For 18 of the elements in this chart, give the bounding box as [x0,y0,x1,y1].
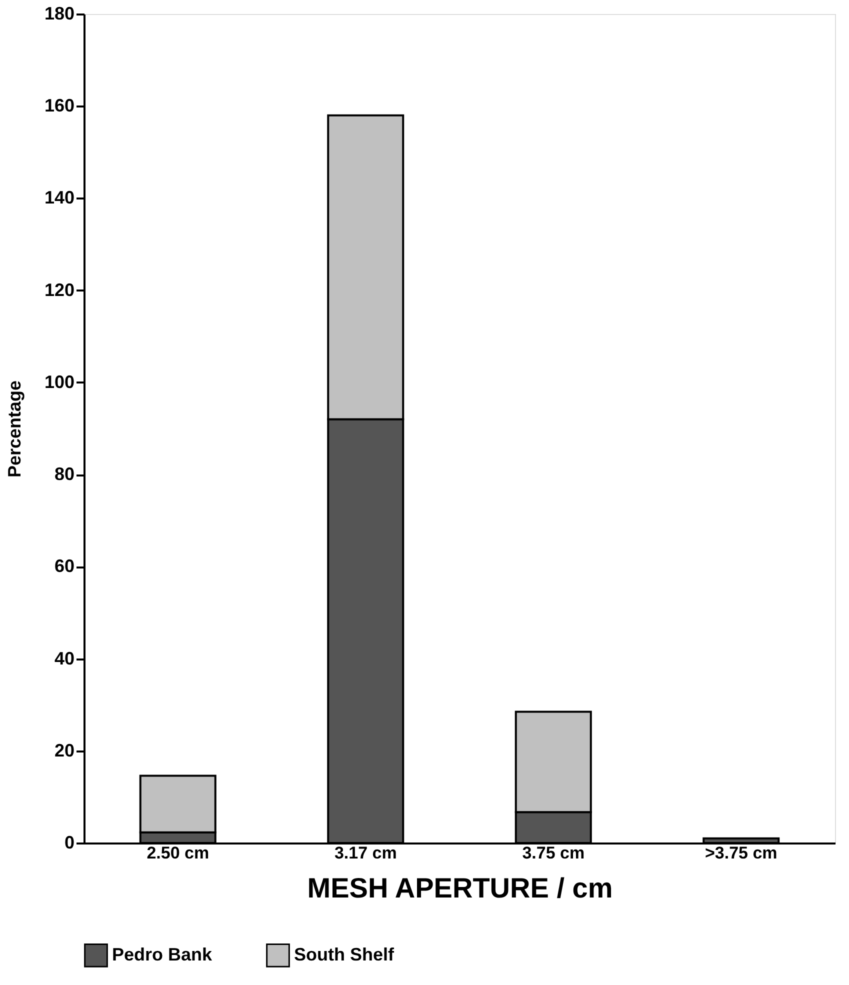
x-tick-label: 3.17 cm [334,844,397,862]
y-tick-label: 180 [44,4,74,24]
y-tick-label: 0 [64,832,74,852]
y-tick-label: 140 [44,188,74,208]
x-axis-title: MESH APERTURE / cm [307,872,613,904]
y-tick-label: 40 [54,648,74,668]
y-tick-label: 160 [44,96,74,116]
legend-label: South Shelf [294,944,395,964]
x-tick-label: >3.75 cm [704,844,778,862]
y-tick-label: 80 [54,464,74,484]
x-tick-label: 3.75 cm [522,844,585,862]
x-tick-label: 2.50 cm [146,844,210,862]
legend-label: Pedro Bank [112,944,214,964]
y-tick-label: 100 [44,372,74,392]
y-tick-label: 120 [44,280,74,300]
y-axis-title: Percentage [4,380,24,478]
y-tick-label: 60 [54,556,74,576]
y-tick-label: 20 [54,740,74,760]
